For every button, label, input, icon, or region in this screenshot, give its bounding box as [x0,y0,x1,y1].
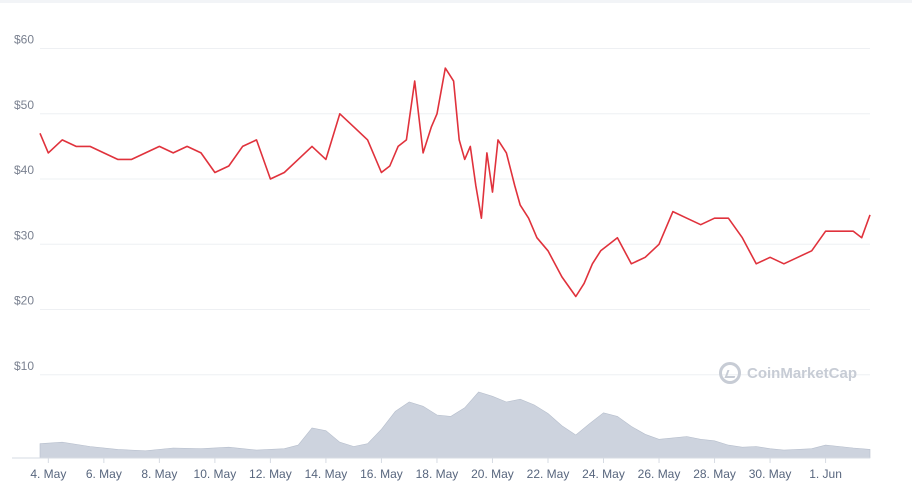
x-tick-label: 16. May [360,467,403,481]
x-tick-label: 22. May [527,467,570,481]
x-tick-label: 1. Jun [809,467,842,481]
y-tick-label: $10 [14,359,34,373]
x-tick-label: 10. May [194,467,237,481]
y-tick-label: $30 [14,228,34,242]
y-tick-label: $60 [14,33,34,47]
y-tick-label: $50 [14,98,34,112]
x-tick-label: 8. May [141,467,177,481]
x-tick-label: 20. May [471,467,514,481]
x-tick-label: 18. May [416,467,459,481]
x-tick-label: 6. May [86,467,122,481]
watermark-text: CoinMarketCap [747,364,858,382]
x-tick-label: 12. May [249,467,292,481]
x-tick-label: 14. May [305,467,348,481]
top-border [0,0,912,3]
price-line [39,67,871,298]
y-tick-label: $20 [14,294,34,308]
watermark: CoinMarketCap [719,362,857,384]
x-tick-label: 30. May [749,467,792,481]
x-tick-label: 24. May [582,467,625,481]
x-tick-label: 4. May [30,467,66,481]
y-tick-label: $40 [14,163,34,177]
coinmarketcap-logo-icon [719,362,741,384]
x-tick-label: 26. May [638,467,681,481]
volume-area [39,391,871,459]
x-tick-label: 28. May [693,467,736,481]
